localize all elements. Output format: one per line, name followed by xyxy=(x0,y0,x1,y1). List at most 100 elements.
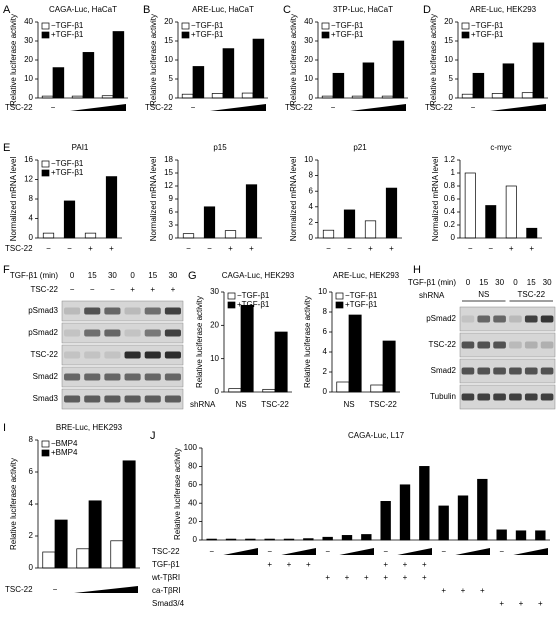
x-axis-label: TSC-22 xyxy=(425,103,453,112)
x-tick-label: − xyxy=(468,244,473,253)
panel-label: D xyxy=(423,4,431,16)
x-tick-label: − xyxy=(67,244,72,253)
bar xyxy=(348,314,362,393)
x-tick-label: − xyxy=(191,103,196,112)
x-axis-label: TSC-22 xyxy=(152,547,180,556)
bar xyxy=(382,340,396,393)
y-tick-label: 40 xyxy=(188,498,197,507)
x-tick-label: − xyxy=(488,244,493,253)
y-tick-label: 100 xyxy=(184,443,198,452)
band xyxy=(461,393,475,401)
lane-label: 30 xyxy=(543,278,552,287)
band xyxy=(84,351,101,359)
legend-label: +TGF-β1 xyxy=(51,168,84,177)
legend-label: −TGF-β1 xyxy=(237,291,270,300)
row-mark: + xyxy=(150,285,155,294)
y-tick-label: 20 xyxy=(444,17,453,26)
y-axis-label: Relative luciferase activity xyxy=(173,448,182,540)
bar xyxy=(112,31,125,99)
y-tick-label: 15 xyxy=(444,36,453,45)
y-tick-label: 8 xyxy=(309,171,314,180)
x-tick-label: − xyxy=(46,244,51,253)
y-tick-label: 1.2 xyxy=(444,155,456,164)
panel-label: G xyxy=(188,270,197,282)
band xyxy=(524,393,538,401)
y-tick-label: 10 xyxy=(164,55,173,64)
y-tick-label: 20 xyxy=(188,517,197,526)
y-tick-label: 5 xyxy=(449,74,454,83)
x-tick-label: − xyxy=(207,244,212,253)
x-tick-label: − xyxy=(441,547,446,556)
y-tick-label: 4 xyxy=(323,347,328,356)
y-axis-label: Normalized mRNA level xyxy=(431,157,440,242)
band xyxy=(84,329,101,337)
x-tick-label: − xyxy=(471,103,476,112)
band xyxy=(540,315,554,323)
y-axis-label: Relative luciferase activity xyxy=(9,458,18,550)
bar xyxy=(82,52,95,99)
lane-label: 0 xyxy=(513,278,518,287)
bar xyxy=(419,466,430,541)
y-tick-label: 0.8 xyxy=(444,181,456,190)
legend-swatch xyxy=(41,31,50,39)
y-tick-label: 80 xyxy=(188,462,197,471)
legend-swatch xyxy=(321,31,330,39)
y-tick-label: 18 xyxy=(164,155,173,164)
chart-title: ARE-Luc, HEK293 xyxy=(333,271,400,280)
y-tick-label: 4 xyxy=(29,499,34,508)
y-tick-label: 2 xyxy=(309,218,314,227)
condition-label: ca-TβRI xyxy=(152,586,181,595)
x-tick-label: TSC-22 xyxy=(369,400,397,409)
row-mark: − xyxy=(90,285,95,294)
blot-strip xyxy=(459,332,556,358)
y-axis-label: Relative luciferase activity xyxy=(9,14,18,106)
x-tick-label: − xyxy=(499,547,504,556)
legend-swatch xyxy=(227,301,236,309)
x-tick-label: − xyxy=(383,547,388,556)
bar xyxy=(526,227,538,239)
y-tick-label: 40 xyxy=(24,17,33,26)
condition-mark: + xyxy=(403,573,408,582)
lane-label: 30 xyxy=(168,271,177,280)
legend-swatch xyxy=(321,22,330,30)
y-tick-label: 20 xyxy=(304,55,313,64)
band xyxy=(461,315,475,323)
x-tick-label: + xyxy=(509,244,514,253)
increasing-ramp xyxy=(397,548,432,555)
band xyxy=(144,329,161,337)
x-tick-label: − xyxy=(267,547,272,556)
lane-label: 15 xyxy=(88,271,97,280)
legend-label: −TGF-β1 xyxy=(331,21,364,30)
panel-label: F xyxy=(3,264,10,276)
condition-mark: + xyxy=(480,586,485,595)
bar xyxy=(224,230,237,239)
bar xyxy=(322,229,335,239)
legend-swatch xyxy=(335,301,344,309)
increasing-ramp xyxy=(70,104,126,111)
bar xyxy=(535,530,546,541)
y-tick-label: 30 xyxy=(304,36,313,45)
condition-mark: + xyxy=(519,599,524,608)
band xyxy=(104,351,121,359)
legend-swatch xyxy=(461,31,470,39)
lane-label: 15 xyxy=(479,278,488,287)
bar xyxy=(472,72,485,99)
lane-label: 30 xyxy=(108,271,117,280)
blot-strip xyxy=(459,306,556,332)
y-tick-label: 20 xyxy=(164,17,173,26)
blot-strip xyxy=(459,358,556,384)
chart-title: ARE-Luc, HaCaT xyxy=(192,5,254,14)
x-tick-label: + xyxy=(88,244,93,253)
y-tick-label: 8 xyxy=(29,435,34,444)
condition-mark: + xyxy=(306,560,311,569)
y-tick-label: 2 xyxy=(29,531,34,540)
band xyxy=(509,393,522,401)
legend-label: −TGF-β1 xyxy=(471,21,504,30)
band xyxy=(540,393,554,401)
y-tick-label: 0 xyxy=(323,387,328,396)
lane-label: 30 xyxy=(495,278,504,287)
band xyxy=(164,351,181,359)
x-tick-label: + xyxy=(249,244,254,253)
